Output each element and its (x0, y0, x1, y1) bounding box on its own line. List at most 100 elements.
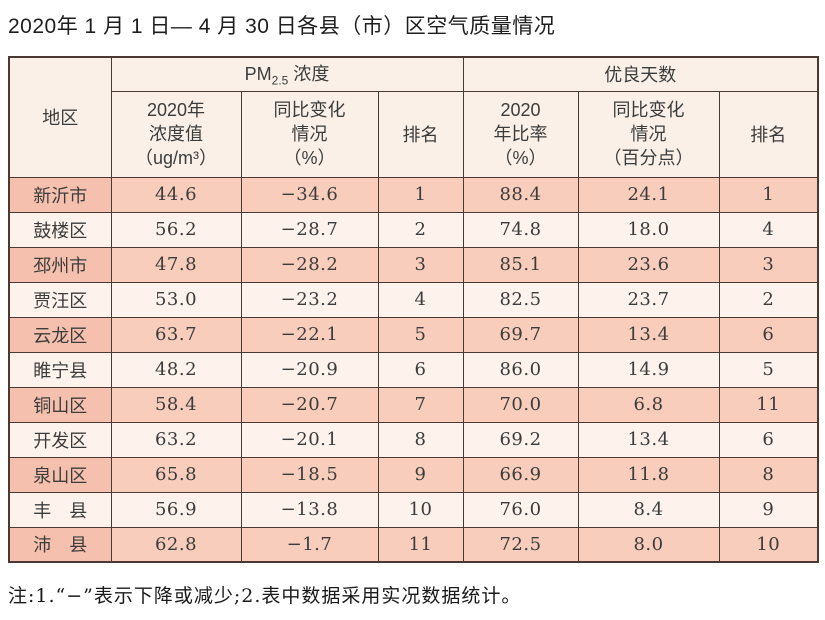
pm25-rank-cell: 1 (377, 176, 464, 213)
table-header: 地区 PM2.5 浓度 优良天数 2020年 浓度值 （ug/m³） 同比变化 … (8, 56, 819, 178)
good-change-cell: 24.1 (577, 176, 720, 213)
pm25-change-cell: −13.8 (240, 491, 379, 528)
pm25-rank-cell: 6 (377, 351, 464, 388)
table-row: 鼓楼区 56.2 −28.7 2 74.8 18.0 4 (8, 211, 819, 248)
pm25-change-cell: −1.7 (240, 526, 379, 563)
region-cell: 邳州市 (8, 246, 112, 283)
pm25-change-cell: −28.7 (240, 211, 379, 248)
col-header-pm25-change: 同比变化 情况 （%） (240, 90, 379, 178)
pm25-value-cell: 56.9 (110, 491, 242, 528)
good-rank-cell: 6 (718, 421, 819, 458)
pm25-rank-cell: 3 (377, 246, 464, 283)
pm25-change-cell: −23.2 (240, 281, 379, 318)
table-row: 云龙区 63.7 −22.1 5 69.7 13.4 6 (8, 316, 819, 353)
good-change-cell: 8.0 (577, 526, 720, 563)
pm25-rank-cell: 8 (377, 421, 464, 458)
table-row: 丰 县 56.9 −13.8 10 76.0 8.4 9 (8, 491, 819, 528)
pm25-value-cell: 53.0 (110, 281, 242, 318)
good-rate-cell: 76.0 (462, 491, 579, 528)
good-rate-cell: 69.2 (462, 421, 579, 458)
pm25-value-cell: 48.2 (110, 351, 242, 388)
col-group-good-days: 优良天数 (462, 56, 819, 92)
pm25-value-cell: 58.4 (110, 386, 242, 423)
pm25-change-cell: −20.9 (240, 351, 379, 388)
good-rank-cell: 4 (718, 211, 819, 248)
region-cell: 丰 县 (8, 491, 112, 528)
good-rank-cell: 8 (718, 456, 819, 493)
good-rank-cell: 11 (718, 386, 819, 423)
table-row: 贾汪区 53.0 −23.2 4 82.5 23.7 2 (8, 281, 819, 318)
good-change-cell: 13.4 (577, 316, 720, 353)
good-change-cell: 18.0 (577, 211, 720, 248)
table-row: 沛 县 62.8 −1.7 11 72.5 8.0 10 (8, 526, 819, 563)
pm25-rank-cell: 9 (377, 456, 464, 493)
header-group-row: 地区 PM2.5 浓度 优良天数 (8, 56, 819, 178)
pm25-rank-cell: 11 (377, 526, 464, 563)
good-rate-cell: 70.0 (462, 386, 579, 423)
good-change-cell: 23.7 (577, 281, 720, 318)
good-rate-cell: 86.0 (462, 351, 579, 388)
header-sub-row: 2020年 浓度值 （ug/m³） 同比变化 情况 （%） 排名 2020 年比… (9, 90, 819, 178)
good-rate-cell: 82.5 (462, 281, 579, 318)
pm25-change-cell: −34.6 (240, 176, 379, 213)
region-cell: 铜山区 (8, 386, 112, 423)
col-header-good-change: 同比变化 情况 （百分点） (577, 90, 720, 178)
col-group-pm25: PM2.5 浓度 (110, 56, 464, 92)
pm25-change-cell: −20.1 (240, 421, 379, 458)
pm25-rank-cell: 10 (377, 491, 464, 528)
good-rank-cell: 1 (718, 176, 819, 213)
good-rate-cell: 74.8 (462, 211, 579, 248)
good-rank-cell: 2 (718, 281, 819, 318)
good-rate-cell: 85.1 (462, 246, 579, 283)
pm25-subscript: 2.5 (271, 74, 289, 89)
region-cell: 泉山区 (8, 456, 112, 493)
pm25-change-cell: −20.7 (240, 386, 379, 423)
pm25-rank-cell: 5 (377, 316, 464, 353)
pm25-rank-cell: 7 (377, 386, 464, 423)
good-rank-cell: 5 (718, 351, 819, 388)
good-change-cell: 13.4 (577, 421, 720, 458)
col-header-good-rate: 2020 年比率 （%） (462, 90, 579, 178)
pm25-change-cell: −28.2 (240, 246, 379, 283)
good-change-cell: 6.8 (577, 386, 720, 423)
air-quality-table: 地区 PM2.5 浓度 优良天数 2020年 浓度值 （ug/m³） 同比变化 … (8, 56, 820, 563)
region-cell: 沛 县 (8, 526, 112, 563)
pm25-value-cell: 44.6 (110, 176, 242, 213)
good-rank-cell: 10 (718, 526, 819, 563)
region-cell: 睢宁县 (8, 351, 112, 388)
good-change-cell: 14.9 (577, 351, 720, 388)
good-rank-cell: 9 (718, 491, 819, 528)
good-rate-cell: 66.9 (462, 456, 579, 493)
col-header-region: 地区 (8, 56, 112, 178)
pm25-change-cell: −22.1 (240, 316, 379, 353)
table-body: 新沂市 44.6 −34.6 1 88.4 24.1 1 鼓楼区 56.2 −2… (8, 176, 819, 563)
region-cell: 云龙区 (8, 316, 112, 353)
pm25-value-cell: 63.2 (110, 421, 242, 458)
region-cell: 新沂市 (8, 176, 112, 213)
pm25-value-cell: 62.8 (110, 526, 242, 563)
pm25-value-cell: 63.7 (110, 316, 242, 353)
col-header-pm25-value: 2020年 浓度值 （ug/m³） (110, 90, 242, 178)
region-cell: 开发区 (8, 421, 112, 458)
pm25-value-cell: 56.2 (110, 211, 242, 248)
region-cell: 鼓楼区 (8, 211, 112, 248)
good-rate-cell: 72.5 (462, 526, 579, 563)
good-rate-cell: 69.7 (462, 316, 579, 353)
table-row: 开发区 63.2 −20.1 8 69.2 13.4 6 (8, 421, 819, 458)
table-row: 新沂市 44.6 −34.6 1 88.4 24.1 1 (8, 176, 819, 213)
region-cell: 贾汪区 (8, 281, 112, 318)
col-header-good-rank: 排名 (718, 90, 819, 178)
pm25-value-cell: 65.8 (110, 456, 242, 493)
good-rank-cell: 3 (718, 246, 819, 283)
pm25-group-label: PM2.5 浓度 (244, 64, 330, 89)
table-row: 铜山区 58.4 −20.7 7 70.0 6.8 11 (8, 386, 819, 423)
table-row: 睢宁县 48.2 −20.9 6 86.0 14.9 5 (8, 351, 819, 388)
footnote: 注:1.“−”表示下降或减少;2.表中数据采用实况数据统计。 (8, 585, 522, 607)
good-change-cell: 23.6 (577, 246, 720, 283)
pm25-rank-cell: 4 (377, 281, 464, 318)
page-title: 2020年 1 月 1 日— 4 月 30 日各县（市）区空气质量情况 (8, 15, 556, 38)
good-rank-cell: 6 (718, 316, 819, 353)
table-row: 邳州市 47.8 −28.2 3 85.1 23.6 3 (8, 246, 819, 283)
pm25-change-cell: −18.5 (240, 456, 379, 493)
